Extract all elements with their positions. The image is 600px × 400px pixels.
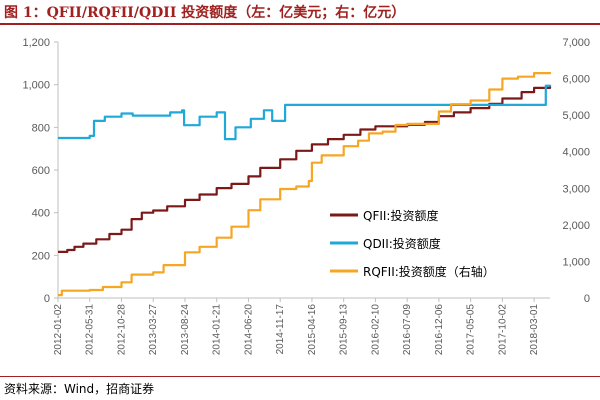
x-tick-label: 2012-01-02: [53, 304, 64, 356]
left-tick-label: 1,000: [22, 80, 50, 92]
series-line-2: [58, 72, 552, 297]
x-tick-label: 2012-05-31: [85, 304, 96, 356]
legend-label-1: QDII:投资额度: [363, 236, 441, 251]
right-tick-label: 7,000: [562, 37, 590, 49]
x-tick-label: 2017-10-02: [497, 304, 508, 356]
legend-label-2: RQFII:投资额度（右轴）: [363, 264, 495, 279]
chart-canvas: 0 200 400 600 800 1,000 1,200 0 1,000 2,000 3,000 4…: [22, 37, 590, 355]
legend: QFII:投资额度 QDII:投资额度 RQFII:投资额度（右轴）: [330, 208, 495, 279]
x-tick-label: 2016-07-09: [402, 304, 413, 356]
x-tick-label: 2016-12-06: [434, 304, 445, 356]
series-line-1: [58, 84, 552, 141]
x-tick-label: 2013-08-24: [180, 304, 191, 356]
left-tick-label: 400: [32, 208, 50, 220]
title-rule: [0, 23, 600, 25]
x-tick-label: 2012-10-28: [116, 304, 127, 356]
x-tick-label: 2014-01-21: [212, 304, 223, 356]
x-tick-label: 2015-09-13: [339, 304, 350, 356]
series-line-0: [58, 85, 552, 253]
source-note: 资料来源：Wind，招商证券: [4, 382, 155, 396]
right-tick-label: 1,000: [562, 256, 590, 268]
legend-label-0: QFII:投资额度: [363, 208, 438, 223]
right-tick-label: 3,000: [562, 183, 590, 195]
left-tick-label: 200: [32, 250, 50, 262]
x-tick-label: 2013-03-27: [148, 304, 159, 356]
right-tick-label: 4,000: [562, 147, 590, 159]
x-tick-label: 2014-11-17: [275, 304, 286, 355]
right-tick-label: 2,000: [562, 220, 590, 232]
left-tick-label: 800: [32, 122, 50, 134]
right-tick-label: 6,000: [562, 74, 590, 86]
left-tick-label: 600: [32, 165, 50, 177]
left-tick-label: 1,200: [22, 37, 50, 49]
axes: 0 200 400 600 800 1,000 1,200 0 1,000 2,000 3,000 4…: [22, 37, 590, 355]
x-tick-label: 2014-06-20: [243, 304, 254, 356]
source-rule: [0, 376, 600, 377]
right-tick-label: 0: [584, 293, 590, 305]
x-tick-label: 2017-05-05: [466, 304, 477, 356]
x-tick-label: 2015-04-16: [307, 304, 318, 356]
series-layer: [58, 72, 552, 297]
left-tick-label: 0: [44, 293, 50, 305]
chart-title: 图 1：QFII/RQFII/QDII 投资额度（左：亿美元；右：亿元）: [4, 5, 406, 21]
right-tick-label: 5,000: [562, 110, 590, 122]
x-tick-label: 2016-02-10: [370, 304, 381, 356]
x-tick-label: 2018-03-01: [529, 304, 540, 356]
